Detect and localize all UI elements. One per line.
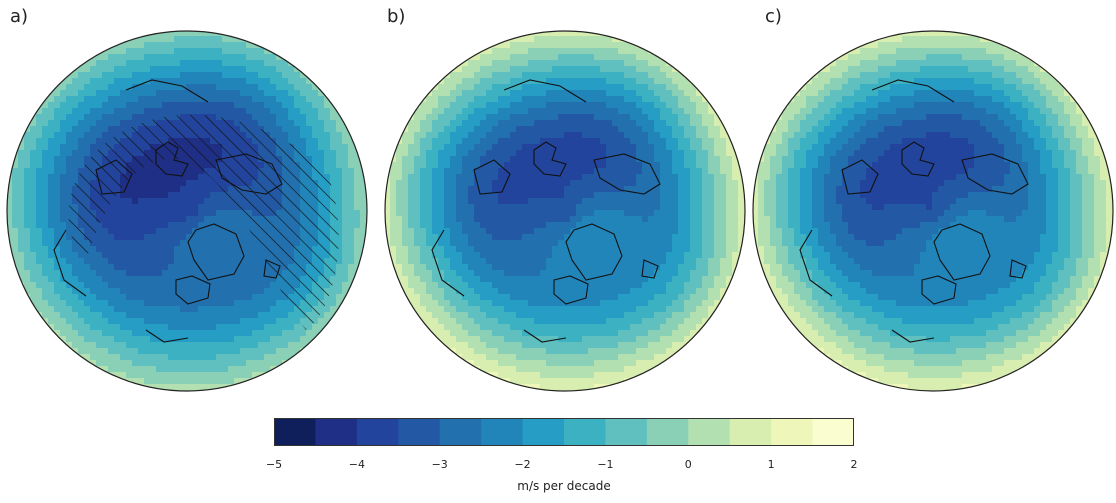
colorbar-label: m/s per decade	[517, 479, 611, 493]
panel-label-c: c)	[765, 6, 782, 27]
coastline	[155, 141, 189, 177]
colorbar-tick-label: 1	[767, 458, 775, 471]
colorbar-tick-label: −5	[265, 458, 283, 471]
coastline	[431, 229, 567, 343]
colorbar-bin	[812, 418, 854, 446]
colorbar-tick-label: 2	[850, 458, 858, 471]
coastline	[641, 259, 659, 279]
colorbar-tick-label: −1	[597, 458, 614, 471]
colorbar-tick-label: −4	[348, 458, 365, 471]
colorbar-bin	[356, 418, 399, 446]
colorbar-tick-label: −2	[514, 458, 531, 471]
polar-map-c	[752, 30, 1114, 392]
colorbar-bin	[439, 418, 482, 446]
coastline	[503, 79, 587, 103]
coastline	[799, 229, 935, 343]
polar-map-a	[6, 30, 368, 392]
coastline	[933, 223, 991, 281]
colorbar-bin	[771, 418, 813, 446]
colorbar-bin	[315, 418, 358, 446]
colorbar-bin	[605, 418, 648, 446]
trend-field	[7, 31, 367, 391]
colorbar-bin	[522, 418, 565, 446]
coastline	[175, 275, 211, 305]
coastline	[215, 153, 283, 195]
coastline	[593, 153, 661, 195]
colorbar-tick-label: 0	[684, 458, 692, 471]
panel-label-b: b)	[387, 6, 406, 27]
coastline	[533, 141, 567, 177]
coastline	[187, 223, 245, 281]
colorbar-bin	[688, 418, 731, 446]
coastline	[53, 229, 189, 343]
polar-map-b	[384, 30, 746, 392]
coastline	[871, 79, 955, 103]
colorbar-bin	[729, 418, 772, 446]
significance-hatching	[68, 114, 339, 330]
map-boundary	[752, 30, 1114, 392]
colorbar-bin	[274, 418, 316, 446]
coastline	[565, 223, 623, 281]
colorbar-bin	[398, 418, 441, 446]
colorbar-bin	[564, 418, 606, 446]
map-boundary	[6, 30, 368, 392]
coastline	[1009, 259, 1027, 279]
trend-field	[753, 31, 1113, 391]
coastline	[95, 159, 133, 195]
colorbar-bin	[481, 418, 523, 446]
map-boundary	[384, 30, 746, 392]
coastline	[473, 159, 511, 195]
coastline	[125, 79, 209, 103]
coastline	[961, 153, 1029, 195]
colorbar-frame	[274, 418, 854, 446]
coastline	[553, 275, 589, 305]
panel-label-a: a)	[10, 6, 29, 27]
coastline	[921, 275, 957, 305]
coastline	[263, 259, 281, 279]
coastline	[841, 159, 879, 195]
colorbar-bin	[646, 418, 689, 446]
colorbar-tick-label: −3	[431, 458, 448, 471]
coastline	[901, 141, 935, 177]
trend-field	[385, 31, 745, 391]
